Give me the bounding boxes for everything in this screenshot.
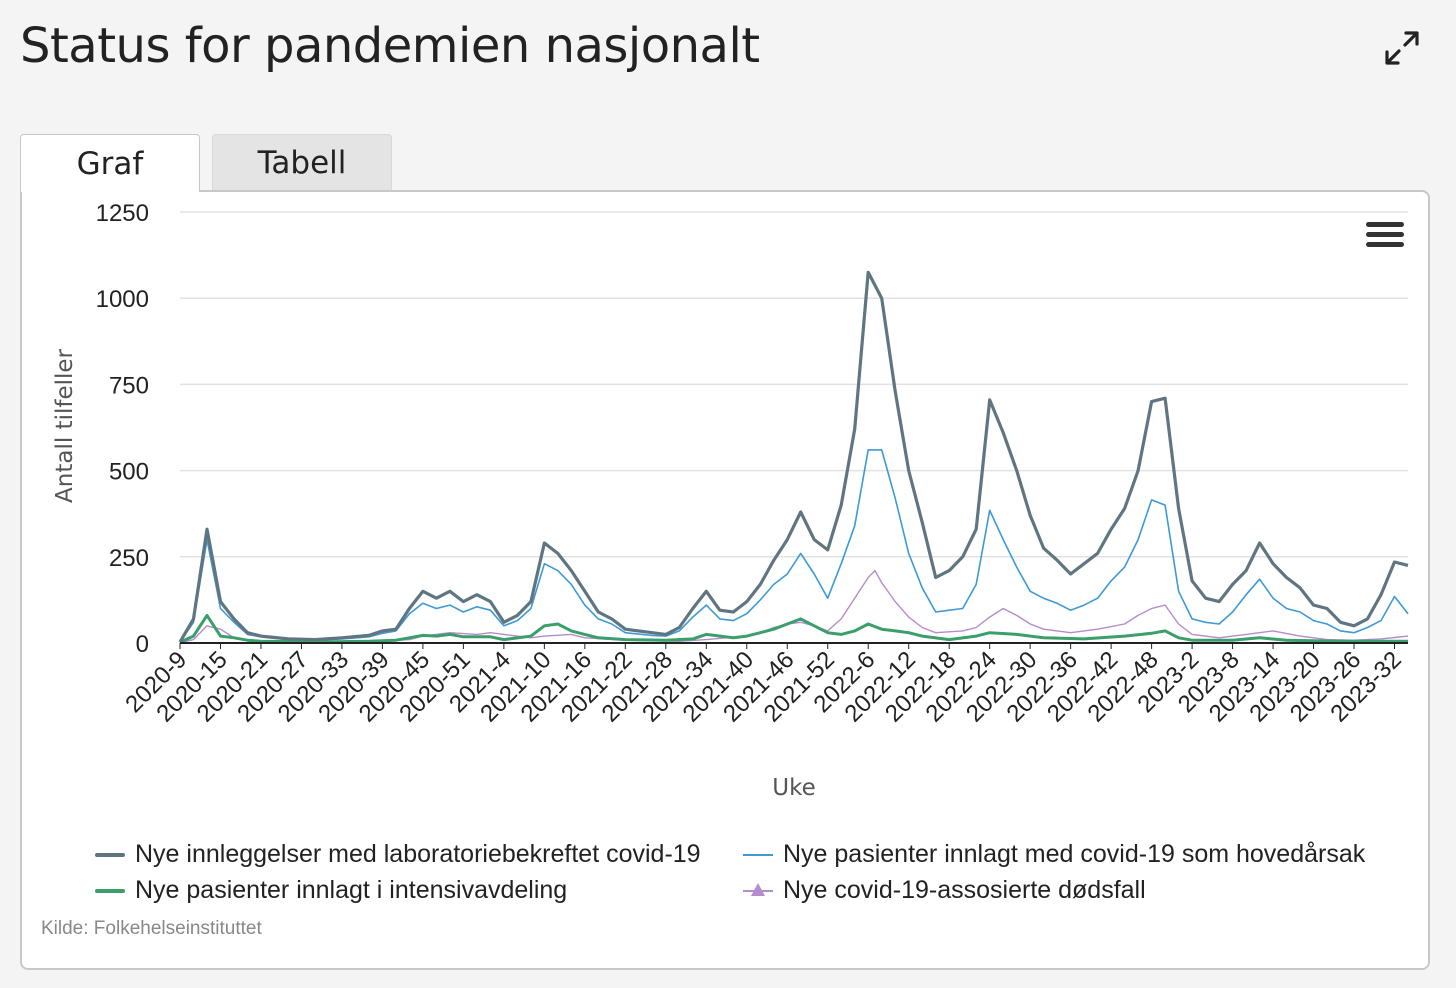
tab-graf-label: Graf — [76, 145, 144, 182]
hamburger-menu-icon[interactable] — [1366, 222, 1404, 254]
legend-label: Nye pasienter innlagt i intensivavdeling — [135, 876, 568, 904]
legend-label: Nye pasienter innlagt med covid-19 som h… — [783, 840, 1366, 868]
legend-item-innleggelser[interactable]: Nye innleggelser med laboratoriebekrefte… — [95, 840, 701, 869]
y-tick-label: 250 — [109, 545, 149, 572]
y-tick-label: 0 — [136, 631, 149, 658]
source-credit: Kilde: Folkehelseinstituttet — [41, 918, 262, 939]
y-tick-label: 1000 — [96, 286, 149, 313]
legend-item-hovedarsak[interactable]: Nye pasienter innlagt med covid-19 som h… — [743, 840, 1365, 869]
y-axis-title: Antall tilfeller — [52, 348, 78, 502]
tab-tabell[interactable]: Tabell — [212, 134, 392, 190]
tab-graf[interactable]: Graf — [20, 134, 200, 192]
legend-label: Nye innleggelser med laboratoriebekrefte… — [135, 840, 701, 868]
series-line-innleggelser[interactable] — [178, 270, 1409, 643]
page-title: Status for pandemien nasjonalt — [20, 18, 760, 74]
y-tick-label: 500 — [109, 459, 149, 486]
tab-tabell-label: Tabell — [257, 144, 347, 181]
x-axis-title: Uke — [772, 775, 815, 801]
series-line-dodsfall[interactable] — [179, 569, 1409, 644]
grid-lines — [180, 211, 1408, 558]
legend-line-icon — [95, 881, 125, 901]
series-line-intensiv[interactable] — [179, 613, 1408, 644]
legend-item-dodsfall[interactable]: Nye covid-19-assosierte dødsfall — [743, 876, 1146, 905]
legend-label: Nye covid-19-assosierte dødsfall — [783, 876, 1146, 904]
y-tick-labels: 0 250 500 750 1000 1250 — [96, 200, 149, 658]
legend-triangle-icon — [743, 881, 773, 901]
chart-panel — [20, 190, 1430, 970]
legend-line-icon — [743, 845, 773, 865]
x-tick-labels: 2020-92020-152020-212020-272020-332020-3… — [120, 643, 1407, 728]
series-line-hovedarsak[interactable] — [179, 449, 1409, 643]
legend-line-icon — [95, 845, 125, 865]
series-lines — [178, 270, 1409, 644]
legend-item-intensiv[interactable]: Nye pasienter innlagt i intensivavdeling — [95, 876, 567, 905]
expand-icon[interactable] — [1380, 26, 1424, 70]
y-tick-label: 750 — [109, 372, 149, 399]
y-tick-label: 1250 — [96, 200, 149, 227]
